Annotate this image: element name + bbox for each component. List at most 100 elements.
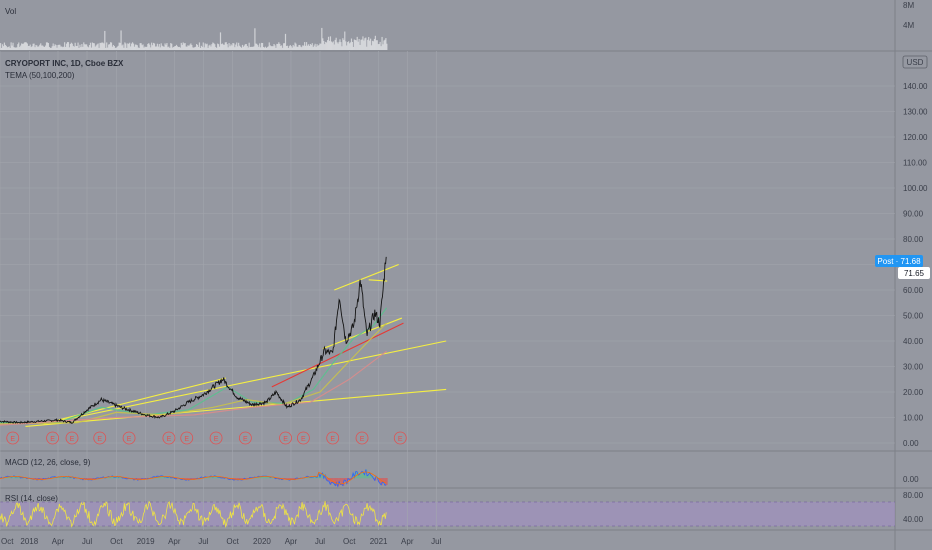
volume-bar	[124, 42, 126, 50]
volume-bar	[44, 45, 47, 50]
price-tick-label: 30.00	[903, 363, 924, 372]
earnings-marker-label: E	[301, 436, 306, 443]
volume-bar	[326, 42, 328, 50]
macd-histogram-bar	[119, 476, 122, 479]
volume-bar	[17, 44, 19, 50]
earnings-marker	[326, 431, 340, 445]
volume-bar	[51, 46, 53, 50]
macd-histogram-bar	[319, 476, 322, 479]
volume-bar	[27, 45, 29, 50]
volume-bar	[211, 44, 213, 50]
volume-bar	[21, 43, 24, 50]
volume-bar	[267, 46, 269, 50]
volume-bar	[63, 46, 65, 50]
macd-histogram-bar	[272, 477, 275, 479]
volume-bar	[364, 38, 366, 50]
volume-bar	[183, 43, 185, 50]
volume-bar	[23, 42, 26, 50]
volume-bar	[157, 46, 159, 50]
macd-histogram-bar	[360, 472, 363, 479]
macd-histogram-bar	[348, 478, 350, 479]
volume-bar	[2, 46, 5, 50]
volume-bar	[179, 47, 181, 50]
volume-bar	[227, 47, 229, 50]
macd-histogram-bar	[228, 478, 230, 480]
volume-bar	[339, 39, 341, 50]
volume-bar	[117, 45, 119, 50]
volume-bar	[359, 44, 361, 50]
macd-histogram-bar	[333, 478, 336, 484]
volume-bar	[170, 43, 172, 50]
volume-bar	[224, 42, 226, 50]
volume-bar	[30, 47, 32, 50]
volume-bar	[12, 42, 14, 50]
macd-histogram-bar	[235, 478, 238, 480]
volume-bar	[233, 43, 235, 50]
volume-bar	[58, 44, 60, 50]
volume-bar	[378, 43, 380, 50]
volume-bar	[108, 44, 110, 50]
volume-bar	[194, 47, 196, 50]
volume-bar	[43, 46, 45, 50]
volume-bar	[313, 45, 315, 50]
volume-bar	[127, 43, 129, 50]
volume-bar	[306, 45, 309, 50]
volume-bar	[109, 42, 112, 50]
volume-bar	[166, 43, 168, 50]
macd-histogram-bar	[70, 477, 72, 479]
macd-histogram-bar	[187, 478, 189, 480]
macd-histogram-bar	[239, 478, 242, 480]
volume-bar	[171, 43, 173, 50]
volume-bar	[341, 46, 343, 50]
volume-bar	[309, 43, 311, 50]
volume-bar	[141, 45, 143, 50]
rsi-tick-label: 80.00	[903, 491, 924, 500]
volume-bar	[1, 44, 4, 50]
volume-bar	[19, 46, 21, 50]
volume-bar	[271, 46, 273, 50]
volume-bar	[153, 43, 156, 50]
macd-histogram-bar	[65, 476, 67, 479]
time-tick-label: 2021	[370, 537, 388, 546]
volume-bar	[304, 45, 307, 50]
volume-bar	[241, 44, 244, 50]
macd-histogram-bar	[317, 477, 319, 479]
currency-button[interactable]	[902, 55, 928, 69]
volume-bar	[174, 45, 177, 50]
volume-bar	[188, 46, 190, 50]
macd-histogram-bar	[355, 471, 358, 479]
volume-bar	[101, 42, 103, 50]
macd-histogram-bar	[260, 476, 262, 479]
volume-bar	[21, 43, 23, 50]
volume-bar	[38, 46, 40, 50]
volume-bar	[296, 46, 298, 50]
volume-bar	[312, 47, 314, 50]
macd-histogram-bar	[288, 478, 290, 480]
price-tick-label: 50.00	[903, 312, 924, 321]
macd-histogram-bar	[166, 477, 169, 479]
volume-bar	[373, 38, 376, 50]
macd-histogram-bar	[270, 477, 272, 479]
earnings-marker	[296, 431, 310, 445]
volume-bar	[0, 43, 2, 50]
macd-histogram-bar	[284, 478, 286, 480]
volume-bar	[289, 44, 291, 50]
volume-bar	[287, 47, 289, 50]
volume-bar	[274, 45, 276, 50]
volume-bar	[162, 46, 164, 50]
symbol-title: CRYOPORT INC, 1D, Cboe BZX	[5, 59, 124, 68]
volume-bar	[325, 41, 327, 50]
macd-histogram-bar	[335, 478, 337, 486]
volume-bar	[215, 46, 217, 50]
macd-histogram-bar	[262, 476, 265, 479]
macd-histogram-bar	[384, 478, 387, 486]
volume-bar	[37, 46, 39, 50]
macd-histogram-bar	[210, 476, 212, 479]
volume-bar	[5, 45, 7, 50]
currency-label: USD	[907, 58, 924, 67]
time-tick-label: Jul	[431, 537, 441, 546]
volume-bar	[195, 46, 197, 50]
volume-bar	[314, 43, 316, 50]
earnings-marker-label: E	[330, 436, 335, 443]
